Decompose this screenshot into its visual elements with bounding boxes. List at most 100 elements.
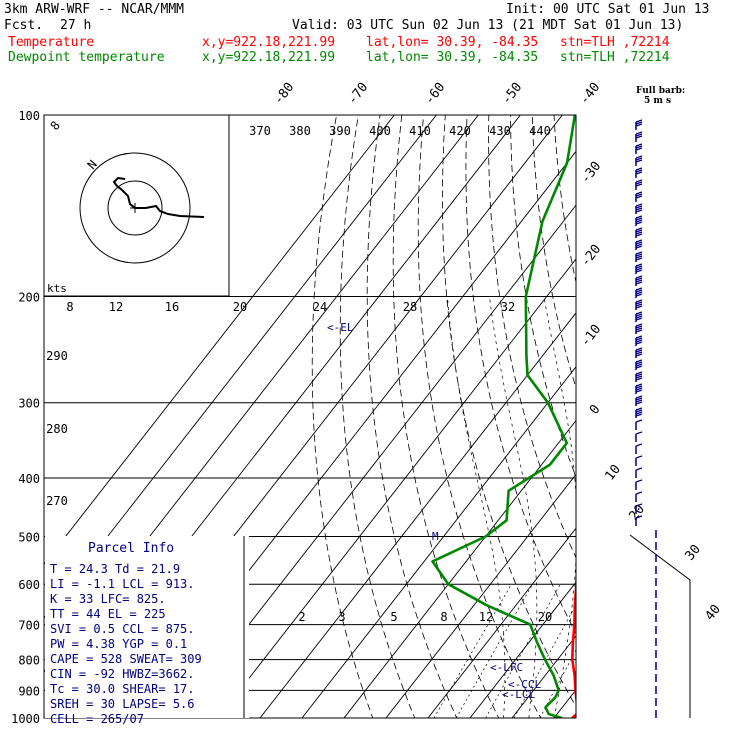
- wind-barbs: [629, 119, 691, 718]
- mixing-ratio-label: 3: [338, 610, 345, 624]
- wind-barb-feather: [635, 467, 643, 471]
- wind-barb-icon: [635, 251, 643, 262]
- wind-barb-icon: [635, 227, 643, 238]
- isotherm-line: [469, 581, 576, 718]
- theta-label: 420: [449, 124, 471, 138]
- hodograph: kts 8 12 16 20 24 28 32 8 N: [44, 115, 515, 314]
- plot-border: [43, 114, 577, 719]
- wind-barb-icon: [635, 299, 643, 310]
- parcel-info-row: TT = 44 EL = 225: [50, 607, 166, 621]
- wind-barb-feather: [635, 205, 643, 209]
- parcel-info-row: CELL = 265/07: [50, 712, 144, 726]
- parcel-info-background: [45, 536, 249, 718]
- wind-barb-icon: [635, 491, 643, 502]
- wind-barb-feather: [635, 443, 643, 447]
- wind-barb-feather: [635, 339, 643, 343]
- wind-barb-feather: [635, 121, 643, 125]
- level-annotation: M: [432, 530, 439, 543]
- wind-barb-feather: [635, 349, 643, 353]
- wind-barb-icon: [635, 515, 643, 526]
- dry-adiabat-line: [658, 87, 740, 730]
- theta-label: 380: [289, 124, 311, 138]
- hodograph-speed-label: 24: [313, 300, 327, 314]
- wind-barb-feather: [635, 253, 643, 257]
- wind-barb-feather: [635, 351, 643, 355]
- wind-barb-feather: [635, 279, 643, 283]
- isotherm-label: 40: [703, 602, 724, 624]
- wind-barb-feather: [635, 479, 643, 483]
- temperature-latlon: lat,lon= 30.39, -84.35: [366, 35, 539, 50]
- wind-barb-icon: [635, 335, 643, 346]
- wind-barb-feather: [635, 203, 643, 207]
- wind-barb-feather: [635, 329, 643, 333]
- wind-barb-feather: [635, 133, 643, 137]
- isotherm-line: [427, 527, 576, 718]
- pressure-tick-label: 600: [18, 578, 40, 592]
- hodograph-ring: [79, 152, 191, 264]
- wind-barb-feather: [635, 341, 643, 345]
- wind-barb-feather: [635, 217, 643, 221]
- theta-label: 430: [489, 124, 511, 138]
- wind-barb-feather: [635, 353, 643, 357]
- dry-adiabat-line: [510, 115, 576, 479]
- pressure-tick-label: 800: [18, 654, 40, 668]
- wind-barb-feather: [635, 317, 643, 321]
- parcel-info-row: CAPE = 528 SWEAT= 309: [50, 652, 202, 666]
- wind-barb-feather: [635, 409, 643, 413]
- wind-barb-feather: [635, 193, 643, 197]
- theta-label: 290: [46, 349, 68, 363]
- wind-barb-icon: [635, 155, 643, 166]
- temperature-profile: [571, 563, 576, 718]
- wind-barb-feather: [635, 315, 643, 319]
- wind-barb-feather: [635, 363, 643, 367]
- isotherm-line: [175, 204, 576, 718]
- wind-barb-feather: [635, 155, 643, 159]
- isotherm-label: 0: [587, 402, 604, 417]
- wind-barb-feather: [635, 371, 643, 375]
- pressure-tick-label: 300: [18, 397, 40, 411]
- wind-barb-feather: [635, 267, 643, 271]
- wind-barb-feather: [635, 251, 643, 255]
- wind-barb-icon: [635, 383, 643, 394]
- wind-barb-icon: [635, 179, 643, 190]
- parcel-info-row: SVI = 0.5 CCL = 875.: [50, 622, 195, 636]
- parcel-info-row: LI = -1.1 LCL = 913.: [50, 577, 195, 591]
- wind-barb-icon: [635, 359, 643, 370]
- theta-label: 270: [46, 494, 68, 508]
- wind-barb-feather: [635, 491, 643, 495]
- wind-barb-feather: [635, 269, 643, 273]
- wind-barb-icon: [635, 131, 643, 142]
- wind-barb-feather: [635, 183, 643, 187]
- wind-barb-icon: [635, 167, 643, 178]
- wind-barb-feather: [635, 303, 643, 307]
- theta-label: 390: [329, 124, 351, 138]
- hodograph-ring-label: 8: [48, 118, 63, 133]
- wind-barb-feather: [635, 503, 643, 507]
- forecast-label: Fcst.: [4, 18, 44, 33]
- wind-barb-feather: [635, 323, 643, 327]
- pressure-tick-label: 400: [18, 472, 40, 486]
- wind-barb-feather: [635, 419, 643, 423]
- wind-barb-icon: [635, 455, 643, 466]
- wind-barb-feather: [635, 255, 643, 259]
- hodograph-ring-label: kts: [47, 282, 67, 295]
- dry-adiabat-line: [392, 115, 500, 718]
- wind-barb-icon: [635, 203, 643, 214]
- wind-barb-icon: [635, 503, 643, 514]
- parcel-info-row: CIN = -92 HWBZ=3662.: [50, 667, 195, 681]
- wind-barb-icon: [635, 371, 643, 382]
- hodograph-speed-label: 16: [165, 300, 179, 314]
- isotherm-line: [44, 115, 437, 619]
- wind-barb-feather: [635, 399, 643, 403]
- hodograph-speed-label: 28: [403, 300, 417, 314]
- wind-barb-feather: [635, 157, 643, 161]
- theta-label: 400: [369, 124, 391, 138]
- isotherm-label: -30: [578, 159, 604, 187]
- dry-adiabat-line: [722, 87, 740, 730]
- wind-barb-feather: [635, 257, 643, 261]
- mixing-ratio-label: 2: [298, 610, 305, 624]
- isotherm-line: [217, 258, 576, 718]
- wind-barb-feather: [635, 383, 643, 387]
- wind-barb-feather: [635, 245, 643, 249]
